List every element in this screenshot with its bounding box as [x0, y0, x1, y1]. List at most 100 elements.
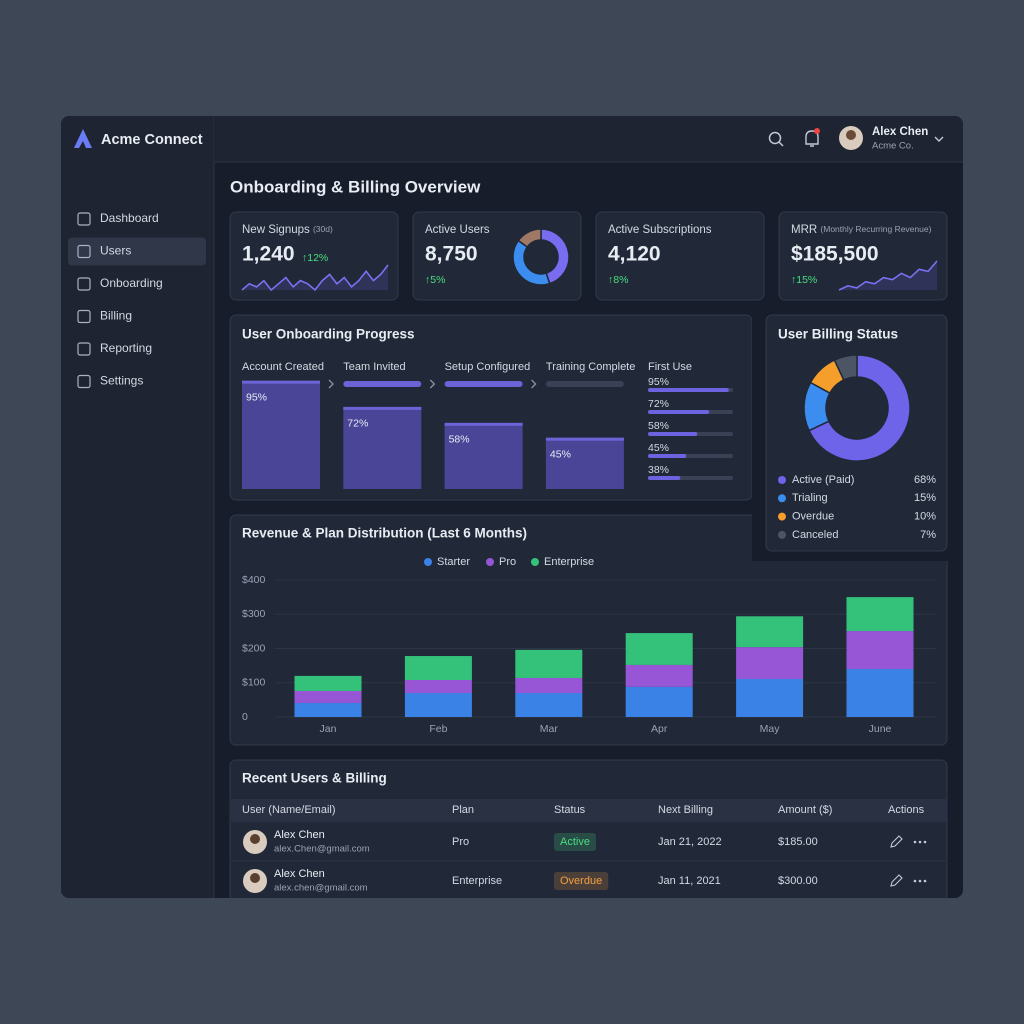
- card-title: Revenue & Plan Distribution (Last 6 Mont…: [242, 526, 527, 541]
- nav-label: Settings: [100, 374, 143, 388]
- nav-item[interactable]: Users: [68, 237, 206, 266]
- notification-icon[interactable]: [805, 130, 819, 147]
- first-use-value-label: 58%: [648, 420, 669, 432]
- next-billing: Jan 11, 2021: [658, 875, 721, 887]
- stage-label: Team Invited: [343, 361, 405, 373]
- more-actions-dot: [923, 879, 927, 883]
- status-badge: [554, 833, 596, 851]
- y-tick-label: $400: [242, 574, 266, 586]
- stacked-bar-segment: [404, 656, 472, 681]
- status-label: Active: [560, 836, 590, 848]
- stacked-bar-segment: [736, 647, 804, 679]
- kpi-label: MRR (Monthly Recurring Revenue): [791, 224, 932, 236]
- kpi-value: 8,750: [425, 243, 478, 266]
- row-avatar-head: [250, 834, 260, 844]
- user-email: alex.chen@gmail.com: [274, 883, 368, 894]
- x-tick-label: Feb: [429, 723, 447, 735]
- sparkline-area: [839, 261, 937, 290]
- legend-label: Pro: [499, 556, 516, 568]
- funnel-bar-top: [343, 406, 422, 410]
- kpi-label-text: New Signups: [242, 224, 310, 236]
- user-name: Alex Chen: [274, 829, 325, 841]
- legend-value: 15%: [914, 492, 936, 504]
- legend-swatch: [486, 558, 494, 566]
- user-email: alex.Chen@gmail.com: [274, 844, 370, 855]
- funnel-bar: [545, 437, 624, 489]
- nav-item[interactable]: Billing: [77, 309, 132, 324]
- column-header: Actions: [888, 804, 925, 816]
- kpi-label-text: MRR: [791, 224, 817, 236]
- column-header: User (Name/Email): [242, 804, 336, 816]
- nav-label: Users: [100, 244, 131, 258]
- stage-chevron: [328, 379, 334, 389]
- y-tick-label: $100: [242, 677, 266, 689]
- search-icon-handle: [778, 141, 784, 147]
- legend-value: 7%: [920, 529, 936, 541]
- top-bar: [214, 116, 963, 162]
- user-menu-chevron[interactable]: [934, 136, 944, 142]
- x-tick-label: Jan: [320, 723, 337, 735]
- nav-icon: [77, 244, 91, 259]
- stage-label: Setup Configured: [445, 361, 531, 373]
- legend-value: 68%: [914, 474, 936, 486]
- column-header: Status: [554, 804, 586, 816]
- legend-swatch: [778, 494, 786, 503]
- notification-dot: [814, 128, 820, 134]
- kpi-value: 1,240: [242, 243, 295, 266]
- legend-value: 10%: [914, 511, 936, 523]
- nav-icon: [77, 342, 91, 356]
- stage-progress-track: [545, 381, 624, 387]
- nav-icon: [77, 212, 91, 226]
- kpi-change: ↑8%: [608, 274, 628, 286]
- user-avatar-head: [846, 130, 856, 140]
- kpi-note: (Monthly Recurring Revenue): [820, 224, 931, 234]
- column-header: Next Billing: [658, 804, 713, 816]
- stage-label: Training Complete: [546, 361, 635, 373]
- more-actions-dot: [918, 840, 922, 844]
- kpi-change: ↑15%: [791, 274, 817, 286]
- stacked-bar-segment: [846, 597, 914, 632]
- nav-item[interactable]: Settings: [77, 374, 143, 389]
- amount: $185.00: [778, 836, 818, 848]
- first-use-bar: [648, 388, 729, 392]
- kpi-card: [595, 211, 765, 301]
- table-row[interactable]: Alex Chen alex.chen@gmail.com Enterprise Ov…: [231, 860, 946, 894]
- user-org: Acme Co.: [872, 141, 914, 152]
- first-use-bar: [648, 454, 687, 458]
- kpi-label: Active Subscriptions: [608, 224, 712, 236]
- stacked-bar-segment: [515, 677, 583, 694]
- funnel-value-label: 45%: [550, 448, 571, 460]
- more-actions-dot: [913, 840, 917, 844]
- stacked-bar-segment: [846, 669, 914, 717]
- stacked-bar-segment: [294, 675, 362, 691]
- x-tick-label: Mar: [540, 723, 559, 735]
- more-actions-dot: [913, 879, 917, 883]
- stage-chevron: [531, 379, 537, 389]
- donut-segment: [808, 354, 911, 462]
- funnel-value-label: 95%: [246, 391, 267, 403]
- stacked-bar-segment: [515, 693, 583, 717]
- search-icon[interactable]: [768, 131, 782, 145]
- sparkline: [838, 260, 938, 291]
- edit-icon[interactable]: [890, 874, 903, 887]
- nav-active-highlight: [68, 237, 206, 266]
- edit-icon[interactable]: [890, 835, 903, 848]
- funnel-bar: [444, 422, 523, 489]
- y-tick-label: 0: [242, 711, 248, 723]
- legend-swatch: [531, 558, 539, 566]
- legend-label: Starter: [437, 556, 470, 568]
- nav-item[interactable]: Dashboard: [77, 211, 159, 226]
- nav-item[interactable]: Onboarding: [77, 276, 163, 291]
- legend-label: Trialing: [792, 492, 828, 504]
- stacked-bar-segment: [736, 616, 804, 648]
- funnel-bar: [343, 406, 422, 489]
- sparkline: [241, 264, 389, 292]
- nav-item[interactable]: Reporting: [77, 341, 152, 356]
- x-tick-label: Apr: [651, 723, 668, 735]
- funnel-bar-top: [545, 437, 624, 441]
- kpi-change: ↑5%: [425, 274, 445, 286]
- funnel-bar-top: [444, 422, 523, 426]
- stacked-bar-segment: [515, 649, 583, 678]
- table-row[interactable]: Alex Chen alex.Chen@gmail.com Pro Active Jan…: [243, 829, 927, 855]
- funnel-value-label: 58%: [449, 434, 470, 446]
